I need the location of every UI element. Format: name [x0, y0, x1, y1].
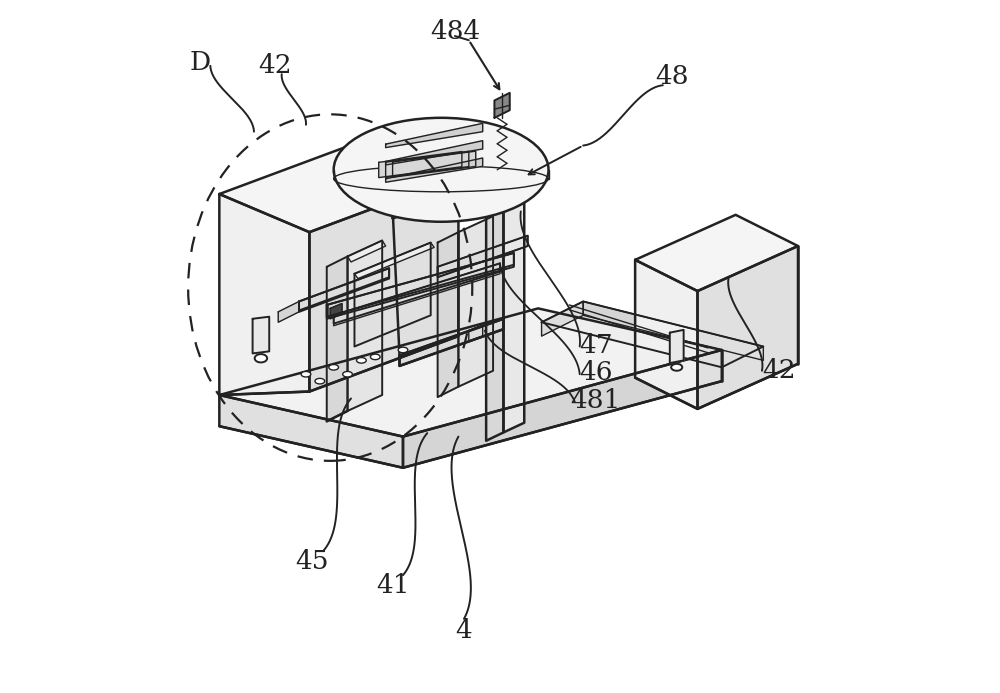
Text: 45: 45 [295, 549, 328, 574]
Ellipse shape [334, 118, 549, 222]
Ellipse shape [398, 347, 408, 353]
Polygon shape [486, 208, 503, 441]
Polygon shape [330, 304, 342, 319]
Polygon shape [299, 268, 389, 310]
Polygon shape [393, 156, 524, 218]
Ellipse shape [370, 354, 380, 360]
Polygon shape [542, 301, 583, 336]
Ellipse shape [255, 354, 267, 362]
Polygon shape [403, 350, 722, 468]
Polygon shape [278, 301, 299, 322]
Text: 48: 48 [655, 64, 689, 89]
Polygon shape [542, 301, 763, 367]
Ellipse shape [343, 371, 352, 377]
Polygon shape [379, 152, 462, 177]
Polygon shape [635, 215, 798, 291]
Polygon shape [458, 216, 493, 387]
Polygon shape [348, 240, 382, 411]
Polygon shape [400, 319, 503, 366]
Polygon shape [670, 330, 684, 363]
Polygon shape [438, 236, 528, 277]
Polygon shape [219, 308, 722, 437]
Text: 42: 42 [258, 53, 292, 78]
Text: 47: 47 [579, 333, 612, 358]
Polygon shape [494, 93, 510, 118]
Polygon shape [438, 232, 458, 397]
Text: 484: 484 [430, 19, 480, 44]
Text: 41: 41 [376, 573, 409, 598]
Text: D: D [190, 50, 211, 75]
Polygon shape [503, 198, 524, 432]
Polygon shape [583, 301, 763, 360]
Polygon shape [327, 253, 514, 319]
Text: 42: 42 [762, 358, 795, 383]
Polygon shape [348, 240, 386, 262]
Polygon shape [327, 253, 514, 317]
Polygon shape [393, 151, 476, 177]
Polygon shape [299, 268, 389, 312]
Polygon shape [635, 260, 698, 409]
Text: 46: 46 [579, 360, 612, 385]
Polygon shape [219, 395, 403, 468]
Polygon shape [386, 151, 469, 177]
Polygon shape [334, 263, 500, 326]
Polygon shape [393, 156, 524, 218]
Polygon shape [438, 236, 528, 277]
Ellipse shape [329, 365, 339, 370]
Polygon shape [219, 194, 309, 395]
Polygon shape [386, 158, 483, 182]
Text: 481: 481 [571, 388, 621, 413]
Polygon shape [386, 141, 483, 165]
Text: 4: 4 [456, 618, 472, 643]
Polygon shape [253, 317, 269, 353]
Polygon shape [354, 243, 434, 279]
Polygon shape [698, 246, 798, 409]
Ellipse shape [301, 371, 311, 377]
Polygon shape [327, 256, 348, 421]
Polygon shape [386, 123, 483, 148]
Ellipse shape [315, 378, 325, 384]
Ellipse shape [357, 358, 366, 363]
Polygon shape [469, 325, 483, 342]
Polygon shape [400, 319, 503, 366]
Ellipse shape [671, 364, 682, 371]
Polygon shape [354, 243, 431, 346]
Polygon shape [219, 139, 458, 232]
Polygon shape [334, 263, 500, 324]
Polygon shape [309, 177, 458, 392]
